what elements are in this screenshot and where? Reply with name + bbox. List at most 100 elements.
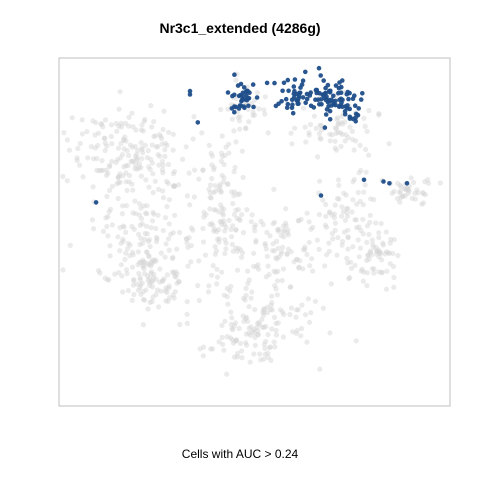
background-cell-point <box>105 277 111 283</box>
background-cell-point <box>309 256 315 262</box>
background-cell-point <box>285 227 291 233</box>
background-cell-point <box>243 126 249 132</box>
background-cell-point <box>225 301 231 307</box>
background-cell-point <box>251 224 257 230</box>
background-cell-point <box>120 238 126 244</box>
background-cell-point <box>207 182 214 188</box>
background-cell-point <box>366 152 372 158</box>
background-cell-point <box>332 145 338 151</box>
background-cell-point <box>211 189 217 196</box>
background-cell-point <box>376 269 382 275</box>
background-cell-point <box>183 144 189 150</box>
background-cell-point <box>90 118 96 124</box>
background-cell-point <box>271 248 278 254</box>
background-cell-point <box>275 226 281 233</box>
background-cell-point <box>134 166 140 172</box>
background-cell-point <box>237 247 244 253</box>
background-cell-point <box>235 192 241 198</box>
background-cell-point <box>126 114 132 120</box>
background-cell-point <box>139 240 146 246</box>
background-cell-point <box>408 175 414 181</box>
highlighted-cell-point <box>352 103 358 108</box>
background-cell-point <box>139 221 145 227</box>
highlighted-cell-point <box>281 80 287 86</box>
background-cell-point <box>326 240 332 246</box>
background-cell-point <box>298 333 304 339</box>
background-cell-point <box>200 239 207 245</box>
background-cell-point <box>191 114 197 120</box>
background-cell-point <box>266 345 273 351</box>
background-cell-point <box>201 209 207 215</box>
background-cell-point <box>151 275 157 281</box>
background-cell-point <box>397 199 403 205</box>
background-cell-point <box>219 269 225 275</box>
background-cell-point <box>387 261 393 267</box>
background-cell-point <box>164 272 171 278</box>
background-cell-point <box>302 312 309 318</box>
background-cell-point <box>260 312 267 318</box>
background-cell-point <box>186 170 192 176</box>
background-cell-point <box>98 167 104 173</box>
background-cell-point <box>342 217 348 223</box>
background-cell-point <box>360 278 366 284</box>
background-cell-point <box>235 267 241 273</box>
background-cell-point <box>263 323 269 330</box>
background-cell-point <box>166 295 173 301</box>
background-cell-point <box>304 210 310 216</box>
background-cell-point <box>160 227 166 234</box>
background-cell-point <box>212 244 218 250</box>
background-cell-point <box>144 249 150 255</box>
background-cell-point <box>420 189 426 196</box>
background-cell-point <box>168 231 174 237</box>
background-cell-point <box>146 275 152 281</box>
background-cell-point <box>222 152 228 158</box>
background-cell-point <box>135 147 141 153</box>
background-cell-point <box>157 266 163 272</box>
background-cell-point <box>340 238 346 245</box>
highlighted-cells <box>93 65 410 205</box>
background-cell-point <box>341 229 348 235</box>
background-cell-point <box>176 182 182 188</box>
background-cell-point <box>334 115 341 121</box>
background-cell-point <box>345 135 351 141</box>
background-cell-point <box>141 203 147 209</box>
background-cell-point <box>208 150 214 156</box>
background-cell-point <box>353 138 359 144</box>
background-cell-point <box>130 187 136 193</box>
background-cell-point <box>252 342 258 348</box>
background-cell-point <box>185 263 191 269</box>
highlighted-cell-point <box>322 125 328 130</box>
chart-title: Nr3c1_extended (4286g) <box>159 20 321 36</box>
background-cell-point <box>265 332 271 338</box>
background-cell-point <box>218 106 224 113</box>
highlighted-cell-point <box>299 82 305 87</box>
background-cell-point <box>261 341 267 347</box>
background-cell-point <box>140 263 146 269</box>
background-cell-point <box>119 273 125 279</box>
background-cell-point <box>328 281 334 287</box>
background-cell-point <box>126 152 132 159</box>
background-cell-point <box>211 228 217 234</box>
background-cell-point <box>370 241 376 247</box>
background-cell-point <box>226 217 232 223</box>
background-cell-point <box>75 145 81 151</box>
background-cell-point <box>296 265 302 271</box>
background-cell-point <box>405 187 412 193</box>
background-cell-point <box>300 247 307 253</box>
background-cell-point <box>220 179 227 185</box>
background-cell-point <box>137 241 143 248</box>
background-cell-point <box>79 117 85 123</box>
background-cell-point <box>146 282 153 289</box>
background-cell-point <box>218 150 225 156</box>
background-cell-point <box>158 288 164 294</box>
background-cell-point <box>233 337 239 343</box>
background-cell-point <box>124 187 130 193</box>
background-cell-point <box>200 167 206 173</box>
background-cell-point <box>330 236 336 242</box>
highlighted-cell-point <box>316 65 322 71</box>
background-cell-point <box>437 180 443 186</box>
background-cell-point <box>259 316 265 323</box>
background-cell-point <box>142 142 148 148</box>
background-cell-point <box>108 122 115 128</box>
background-cell-point <box>379 269 385 275</box>
